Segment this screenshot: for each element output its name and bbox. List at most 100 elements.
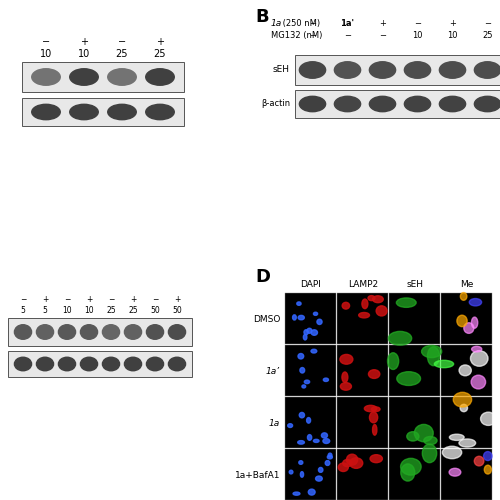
Text: +: + (156, 37, 164, 47)
Ellipse shape (342, 372, 348, 382)
Ellipse shape (124, 324, 142, 340)
Ellipse shape (292, 315, 296, 320)
Ellipse shape (316, 476, 322, 481)
Ellipse shape (372, 296, 384, 302)
Ellipse shape (474, 96, 500, 112)
Text: 25: 25 (116, 49, 128, 59)
Text: −: − (118, 37, 126, 47)
Ellipse shape (146, 357, 164, 371)
Ellipse shape (370, 454, 382, 462)
Ellipse shape (308, 489, 315, 495)
Text: β-actin: β-actin (261, 100, 290, 108)
Ellipse shape (102, 357, 120, 371)
Ellipse shape (434, 360, 454, 368)
Ellipse shape (298, 354, 304, 359)
Ellipse shape (484, 452, 492, 460)
Text: 5: 5 (20, 306, 25, 315)
Ellipse shape (454, 392, 471, 407)
Bar (22, 62, 184, 92)
Ellipse shape (58, 357, 76, 371)
Ellipse shape (14, 357, 32, 371)
Ellipse shape (450, 434, 464, 440)
Text: −: − (42, 37, 50, 47)
Text: 10: 10 (62, 306, 72, 315)
Text: MG132 (nM): MG132 (nM) (271, 31, 322, 40)
Text: −: − (484, 19, 491, 28)
Ellipse shape (370, 412, 378, 423)
Bar (285, 293, 336, 344)
Bar (8, 351, 192, 377)
Ellipse shape (70, 68, 98, 85)
Ellipse shape (460, 404, 468, 411)
Ellipse shape (306, 418, 310, 423)
Ellipse shape (298, 316, 304, 320)
Text: +: + (449, 19, 456, 28)
Ellipse shape (102, 324, 120, 340)
Ellipse shape (414, 424, 433, 442)
Ellipse shape (340, 382, 351, 390)
Ellipse shape (304, 330, 308, 334)
Text: 25: 25 (154, 49, 166, 59)
Text: −: − (20, 295, 26, 304)
Ellipse shape (307, 328, 312, 334)
Ellipse shape (328, 455, 332, 459)
Ellipse shape (58, 324, 76, 340)
Bar (441, 345, 492, 396)
Text: 10: 10 (412, 31, 423, 40)
Ellipse shape (300, 472, 304, 477)
Ellipse shape (388, 353, 398, 370)
Ellipse shape (459, 365, 471, 376)
Ellipse shape (342, 460, 352, 466)
Bar (389, 345, 440, 396)
Ellipse shape (470, 350, 488, 366)
Ellipse shape (401, 464, 415, 481)
Text: DAPI: DAPI (300, 280, 322, 289)
Text: −: − (152, 295, 158, 304)
Ellipse shape (311, 349, 317, 353)
Ellipse shape (328, 453, 332, 457)
Ellipse shape (370, 96, 396, 112)
Text: −: − (414, 19, 421, 28)
Text: 10: 10 (78, 49, 90, 59)
Ellipse shape (440, 62, 466, 78)
Ellipse shape (372, 407, 380, 412)
Text: (250 nM): (250 nM) (280, 19, 320, 28)
Ellipse shape (340, 354, 353, 364)
Ellipse shape (362, 299, 368, 308)
Ellipse shape (146, 324, 164, 340)
Text: +: + (42, 295, 48, 304)
Ellipse shape (440, 96, 466, 112)
Bar (285, 345, 336, 396)
Ellipse shape (70, 104, 98, 120)
Text: B: B (255, 8, 268, 26)
Ellipse shape (350, 458, 363, 468)
Ellipse shape (334, 62, 360, 78)
Text: +: + (379, 19, 386, 28)
Bar (441, 293, 492, 344)
Text: 10: 10 (40, 49, 52, 59)
Ellipse shape (400, 458, 421, 475)
Ellipse shape (299, 460, 303, 464)
Text: sEH: sEH (273, 66, 290, 74)
Ellipse shape (288, 424, 292, 428)
Ellipse shape (314, 440, 319, 442)
Ellipse shape (368, 370, 380, 378)
Text: −: − (379, 31, 386, 40)
Ellipse shape (302, 385, 306, 388)
Ellipse shape (300, 96, 326, 112)
Ellipse shape (146, 104, 174, 120)
Ellipse shape (376, 306, 387, 316)
Bar (295, 90, 500, 118)
Ellipse shape (36, 324, 54, 340)
Ellipse shape (474, 456, 484, 466)
Ellipse shape (300, 62, 326, 78)
Ellipse shape (470, 298, 482, 306)
Ellipse shape (32, 104, 60, 120)
Text: 5: 5 (42, 306, 48, 315)
Text: sEH: sEH (406, 280, 424, 289)
Ellipse shape (346, 454, 358, 465)
Ellipse shape (314, 312, 318, 316)
Bar (285, 449, 336, 500)
Bar (285, 397, 336, 448)
Ellipse shape (442, 446, 462, 458)
